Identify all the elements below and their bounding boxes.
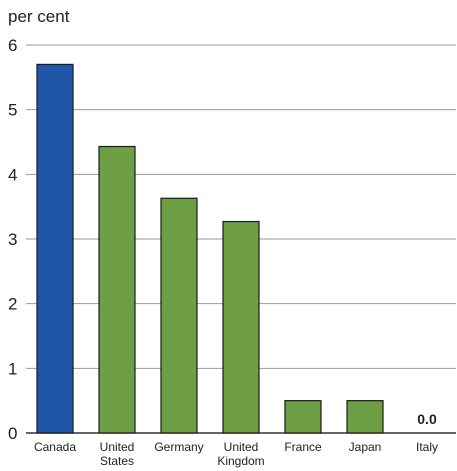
x-tick-label: Italy bbox=[416, 440, 438, 454]
x-axis-labels: Canada United States Germany United Kingdom Fr… bbox=[34, 440, 438, 468]
x-tick-label: France bbox=[284, 440, 322, 454]
y-tick-label: 6 bbox=[8, 36, 17, 55]
x-tick-label: Canada bbox=[34, 440, 76, 454]
bar-germany bbox=[160, 197, 198, 434]
y-tick-label: 5 bbox=[8, 101, 17, 120]
x-tick-label: United States bbox=[100, 440, 135, 468]
bar-united-kingdom bbox=[222, 220, 260, 434]
y-tick-label: 1 bbox=[8, 359, 17, 378]
y-tick-label: 4 bbox=[8, 165, 17, 184]
bars bbox=[36, 63, 384, 434]
data-label: 0.0 bbox=[417, 411, 437, 427]
y-axis-ticks: 0 1 2 3 4 5 6 bbox=[8, 36, 17, 443]
data-labels: 0.0 bbox=[417, 411, 437, 427]
bar-canada bbox=[36, 63, 74, 434]
gridlines bbox=[26, 44, 456, 434]
x-tick-label: Japan bbox=[349, 440, 382, 454]
y-tick-label: 0 bbox=[8, 424, 17, 443]
bar-france bbox=[284, 400, 322, 434]
bar-japan bbox=[346, 400, 384, 434]
x-tick-label: United Kingdom bbox=[217, 440, 264, 468]
unit-label: per cent bbox=[8, 7, 70, 26]
y-tick-label: 2 bbox=[8, 295, 17, 314]
y-tick-label: 3 bbox=[8, 230, 17, 249]
x-tick-label: Germany bbox=[154, 440, 203, 454]
bar-united-states bbox=[98, 145, 136, 434]
